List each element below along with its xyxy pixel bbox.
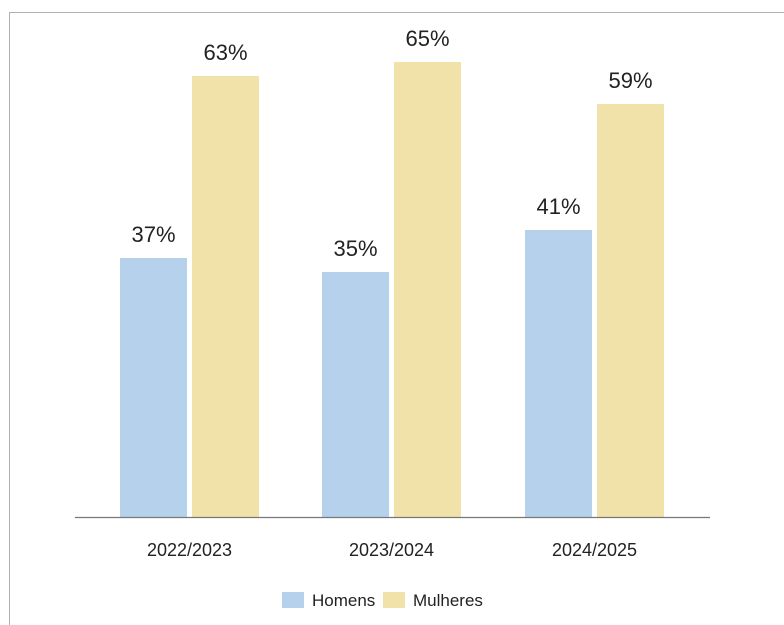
value-label-homens-2022-2023: 37%	[131, 222, 175, 247]
bar-mulheres-2022-2023	[192, 76, 259, 517]
legend-label-homens: Homens	[312, 591, 375, 610]
value-label-mulheres-2022-2023: 63%	[203, 40, 247, 65]
bars-group	[120, 62, 664, 517]
bar-mulheres-2023-2024	[394, 62, 461, 517]
legend-label-mulheres: Mulheres	[413, 591, 483, 610]
legend-swatch-mulheres	[383, 592, 405, 608]
x-tick-label: 2024/2025	[552, 540, 637, 560]
x-tick-labels-group: 2022/2023 2023/2024 2024/2025	[147, 540, 637, 560]
value-label-mulheres-2023-2024: 65%	[405, 26, 449, 51]
value-labels-group: 37% 63% 35% 65% 41% 59%	[131, 26, 652, 261]
value-label-homens-2023-2024: 35%	[333, 236, 377, 261]
bar-homens-2022-2023	[120, 258, 187, 517]
bar-homens-2024-2025	[525, 230, 592, 517]
value-label-homens-2024-2025: 41%	[536, 194, 580, 219]
x-tick-label: 2023/2024	[349, 540, 434, 560]
bar-homens-2023-2024	[322, 272, 389, 517]
legend-swatch-homens	[282, 592, 304, 608]
x-tick-label: 2022/2023	[147, 540, 232, 560]
legend: Homens Mulheres	[282, 591, 483, 610]
value-label-mulheres-2024-2025: 59%	[608, 68, 652, 93]
bar-mulheres-2024-2025	[597, 104, 664, 517]
